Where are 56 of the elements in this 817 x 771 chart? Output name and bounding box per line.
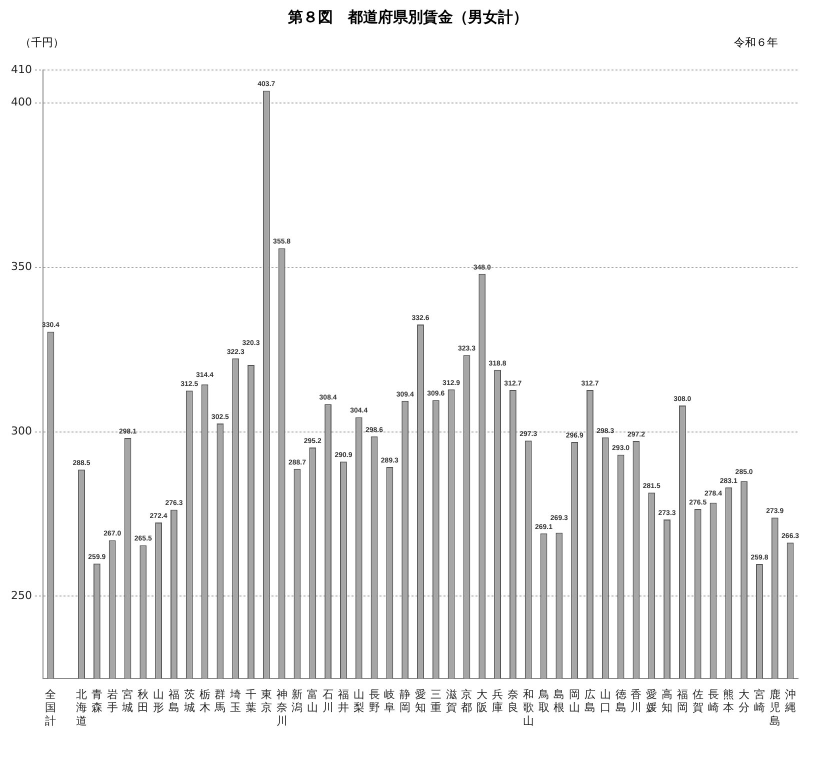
x-tick-label: 神奈川 xyxy=(276,688,288,728)
x-tick-label: 兵庫 xyxy=(492,688,504,714)
x-tick-label: 熊本 xyxy=(723,688,734,714)
x-tick-label: 群馬 xyxy=(214,688,226,714)
x-tick-label: 奈良 xyxy=(507,688,518,714)
text: 令和６年 xyxy=(734,36,778,49)
x-tick-label: 岡山 xyxy=(569,688,580,714)
x-tick-label: 秋田 xyxy=(138,688,149,714)
x-tick-label: 滋賀 xyxy=(446,688,457,714)
x-tick-label: 岩手 xyxy=(106,688,118,714)
x-tick-label: 栃木 xyxy=(199,688,210,714)
x-tick-label: 山口 xyxy=(600,688,611,714)
x-tick-label: 愛媛 xyxy=(646,688,658,714)
x-tick-label: 石川 xyxy=(322,688,334,714)
y-tick-label: 350 xyxy=(10,260,32,274)
x-tick-label: 宮崎 xyxy=(754,688,765,714)
x-tick-label: 高知 xyxy=(662,688,673,714)
x-tick-label: 東京 xyxy=(260,688,272,714)
x-tick-label: 鳥取 xyxy=(537,688,550,714)
x-tick-label: 全国計 xyxy=(45,688,56,728)
y-tick-label: 410 xyxy=(10,62,32,76)
x-tick-label: 静岡 xyxy=(400,688,411,714)
x-tick-label: 大阪 xyxy=(476,688,488,714)
x-tick-label: 沖縄 xyxy=(784,688,796,714)
x-tick-label: 山形 xyxy=(153,688,164,714)
x-tick-label: 愛知 xyxy=(415,688,426,714)
x-tick-label: 徳島 xyxy=(615,688,626,714)
x-tick-label: 富山 xyxy=(307,688,318,714)
x-tick-label: 香川 xyxy=(630,688,642,714)
x-tick-label: 福井 xyxy=(338,688,349,714)
x-tick-label: 岐阜 xyxy=(384,688,396,714)
y-tick-label: 400 xyxy=(10,96,32,109)
x-tick-label: 鹿児島 xyxy=(769,688,780,728)
x-tick-label: 青森 xyxy=(91,688,102,714)
x-tick-label: 長崎 xyxy=(708,688,719,714)
x-tick-label: 山梨 xyxy=(353,688,364,714)
x-tick-label: 佐賀 xyxy=(692,688,704,714)
x-tick-label: 茨城 xyxy=(182,688,195,714)
x-tick-label: 大分 xyxy=(738,688,750,714)
x-tick-label: 長野 xyxy=(368,688,380,714)
chart-title: 第８図 都道府県別賃金（男女計） xyxy=(287,8,529,27)
x-tick-label: 和歌山 xyxy=(522,688,534,728)
x-tick-label: 京都 xyxy=(461,688,472,714)
x-tick-label: 島根 xyxy=(554,688,565,714)
x-tick-label: 新潟 xyxy=(292,688,303,714)
x-tick-label: 福岡 xyxy=(676,688,688,714)
x-tick-label: 千葉 xyxy=(246,688,257,714)
x-tick-label: 埼玉 xyxy=(229,688,242,714)
y-tick-label: 300 xyxy=(10,424,32,438)
x-tick-label: 広島 xyxy=(584,688,596,714)
x-tick-label: 宮城 xyxy=(121,688,134,714)
y-axis-title: （千円） xyxy=(20,35,64,50)
x-tick-label: 北海道 xyxy=(76,688,88,728)
x-tick-label: 福島 xyxy=(168,688,180,714)
y-tick-label: 250 xyxy=(10,589,32,602)
x-tick-label: 三重 xyxy=(430,688,442,714)
